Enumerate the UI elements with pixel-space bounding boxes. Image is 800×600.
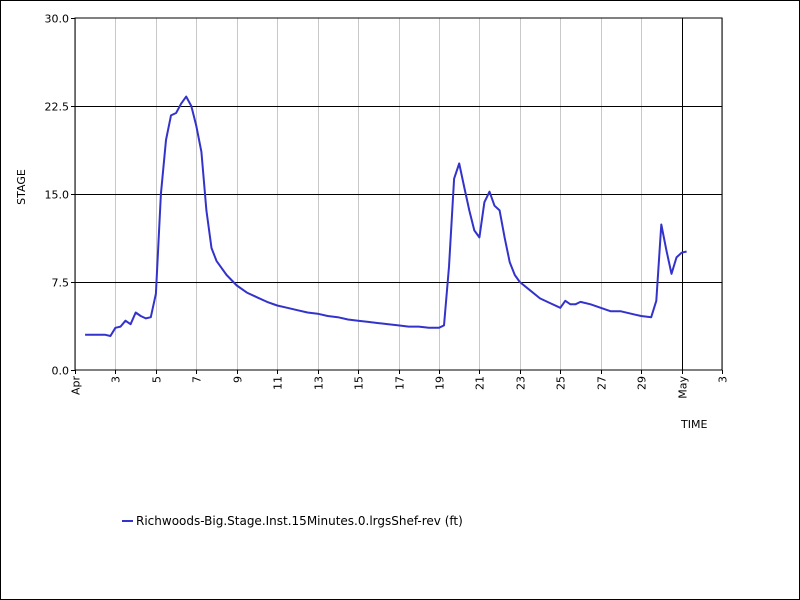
x-tick-label: 17 bbox=[394, 376, 407, 390]
legend-swatch bbox=[122, 520, 133, 522]
legend: Richwoods-Big.Stage.Inst.15Minutes.0.lrg… bbox=[122, 514, 463, 528]
x-axis-title: TIME bbox=[680, 418, 707, 431]
y-axis-title: STAGE bbox=[15, 169, 28, 205]
y-tick-label: 15.0 bbox=[45, 189, 70, 202]
x-tick-label: 3 bbox=[110, 376, 123, 383]
y-tick-label: 22.5 bbox=[45, 101, 70, 114]
y-tick-label: 30.0 bbox=[45, 13, 70, 26]
x-tick-label: 19 bbox=[434, 376, 447, 390]
x-axis-ticks: Apr 3 5 7 9 11 13 15 17 19 21 23 25 27 29 May 3 bbox=[70, 370, 730, 399]
x-tick-label: 27 bbox=[596, 376, 609, 390]
x-tick-label: 9 bbox=[232, 376, 245, 383]
x-tick-label: 11 bbox=[272, 376, 285, 390]
x-tick-label: 23 bbox=[515, 376, 528, 390]
legend-label: Richwoods-Big.Stage.Inst.15Minutes.0.lrg… bbox=[136, 514, 463, 528]
x-tick-label: 13 bbox=[313, 376, 326, 390]
horizontal-gridlines bbox=[75, 106, 722, 283]
x-tick-label: 29 bbox=[636, 376, 649, 390]
x-tick-label: May bbox=[677, 376, 690, 399]
y-axis-ticks: 0.0 7.5 15.0 22.5 30.0 bbox=[45, 13, 75, 378]
x-tick-label: 7 bbox=[191, 376, 204, 383]
x-tick-label: 25 bbox=[555, 376, 568, 390]
y-tick-label: 0.0 bbox=[52, 365, 70, 378]
series-line bbox=[85, 95, 687, 337]
x-tick-label: Apr bbox=[70, 376, 83, 396]
x-tick-label: 5 bbox=[151, 376, 164, 383]
x-tick-label: 21 bbox=[474, 376, 487, 390]
x-tick-label: 15 bbox=[353, 376, 366, 390]
y-tick-label: 7.5 bbox=[52, 277, 70, 290]
x-tick-label: 3 bbox=[717, 376, 730, 383]
